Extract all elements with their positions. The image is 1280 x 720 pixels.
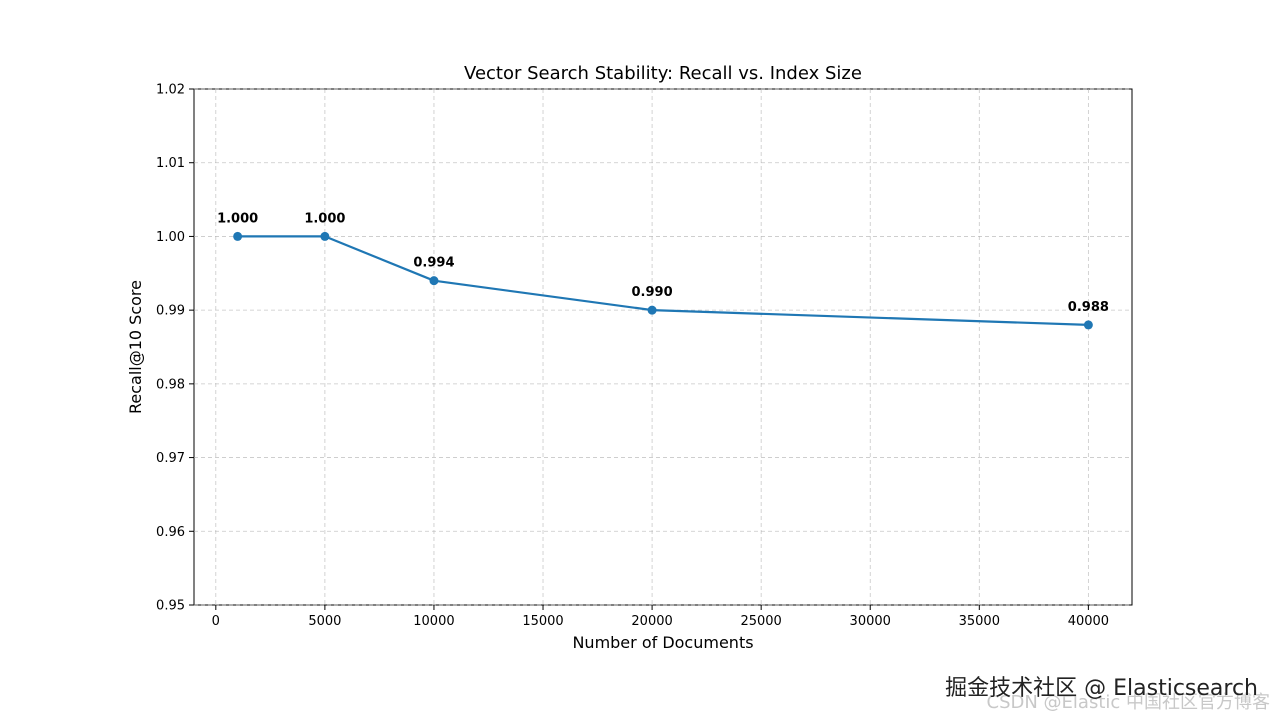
watermark-juejin: 掘金技术社区 @ Elasticsearch [945, 676, 1258, 701]
plot-area [193, 88, 1133, 606]
figure-area [120, 22, 1270, 662]
y-tick-label: 1.00 [156, 230, 185, 245]
data-point [429, 276, 439, 286]
x-tick-label: 5000 [308, 614, 341, 629]
data-label: 0.994 [413, 256, 454, 271]
x-tick-label: 0 [212, 614, 220, 629]
data-point [320, 231, 330, 241]
x-axis-label: Number of Documents [572, 633, 753, 652]
y-tick-label: 0.99 [156, 304, 185, 319]
series-line [237, 235, 1089, 326]
x-tick-label: 25000 [740, 614, 781, 629]
y-tick-label: 1.01 [156, 156, 185, 171]
y-tick-label: 1.02 [156, 83, 185, 98]
x-tick-label: 30000 [850, 614, 891, 629]
x-tick-label: 20000 [631, 614, 672, 629]
x-tick-label: 40000 [1068, 614, 1109, 629]
y-tick-label: 0.98 [156, 377, 185, 392]
data-point [233, 231, 243, 241]
grid [194, 88, 1132, 606]
data-point [647, 305, 657, 315]
x-tick-label: 10000 [413, 614, 454, 629]
x-tick-label: 15000 [522, 614, 563, 629]
x-tick-label: 35000 [959, 614, 1000, 629]
data-points [233, 231, 1093, 330]
watermark-csdn: CSDN @Elastic 中国社区官方博客 [986, 692, 1271, 713]
data-labels: 1.000 1.000 0.994 0.990 0.988 [217, 211, 1109, 314]
x-axis-ticks: 0 5000 10000 15000 20000 25000 30000 35000 40000 [212, 605, 1109, 629]
data-point [1083, 320, 1093, 330]
y-tick-label: 0.95 [156, 599, 185, 614]
data-label: 0.988 [1068, 300, 1109, 315]
data-label: 1.000 [304, 211, 345, 226]
y-axis-label: Recall@10 Score [126, 280, 145, 414]
chart-title: Vector Search Stability: Recall vs. Inde… [464, 63, 862, 84]
data-label: 1.000 [217, 211, 258, 226]
y-axis-ticks: 0.95 0.96 0.97 0.98 0.99 1.00 1.01 1.02 [156, 83, 194, 614]
data-label: 0.990 [632, 285, 673, 300]
y-tick-label: 0.97 [156, 451, 185, 466]
y-tick-label: 0.96 [156, 525, 185, 540]
